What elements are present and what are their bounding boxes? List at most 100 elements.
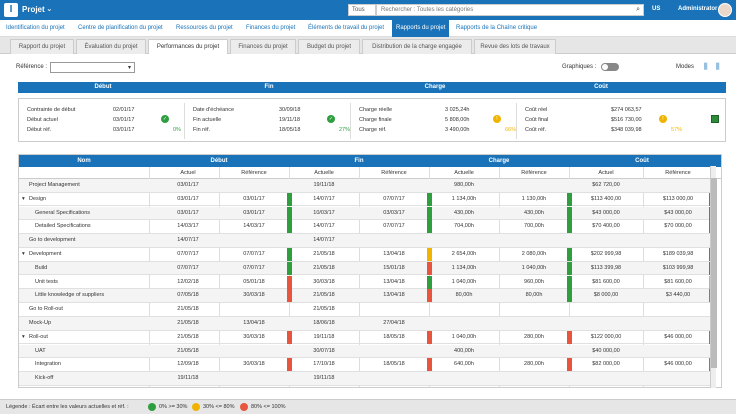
table-row[interactable]: Integration 12/09/18 30/03/18 17/10/18 18/05…	[19, 358, 715, 373]
avatar[interactable]	[718, 3, 732, 17]
table-row[interactable]: Go to Roll-out 21/05/18 21/05/18	[19, 303, 715, 317]
row-cell: 14/03/17	[177, 223, 199, 230]
search-scope-select[interactable]: Tous	[348, 4, 376, 16]
mode-list-icon[interactable]: ⫼	[716, 62, 720, 71]
row-name: Go to development	[29, 237, 76, 244]
legend-bar: Légende : Écart entre les valeurs actuel…	[0, 399, 736, 414]
expand-chevron-icon[interactable]: ▾	[22, 251, 25, 257]
status-warning-icon: !	[493, 115, 501, 123]
table-row[interactable]: Little knowledge of suppliers 07/05/18 30/…	[19, 289, 715, 304]
subtab-6[interactable]: Revue des lots de travaux	[474, 39, 556, 54]
status-indicator	[567, 330, 572, 344]
user-menu[interactable]: Administrator	[678, 6, 718, 12]
modes-label: Modes	[676, 64, 695, 70]
expand-chevron-icon[interactable]: ▾	[22, 333, 25, 340]
row-name: Build	[35, 264, 48, 271]
row-cell: $3 440,00	[665, 292, 691, 299]
status-indicator	[287, 220, 292, 234]
row-cell: 430,00h	[524, 209, 544, 216]
summary-value: 30/09/18	[279, 107, 301, 113]
row-cell: 2 080,00h	[521, 251, 547, 257]
report-subtabs: Rapport du projet Évaluation du projet Per…	[0, 37, 736, 54]
summary-block: Contrainte de début 02/01/17 Début actuel 0…	[18, 98, 726, 142]
row-cell: $189 039,98	[662, 251, 694, 257]
table-row[interactable]: Unit tests 12/02/18 05/01/18 30/03/18 13/04/…	[19, 275, 715, 290]
table-row[interactable]: Go to development 14/07/17 14/07/17	[19, 234, 715, 248]
row-cell: 13/04/18	[243, 320, 265, 326]
grid-group-header-0: Nom	[77, 158, 91, 164]
status-thumb-up-icon: ✓	[161, 115, 169, 123]
search-icon[interactable]: ⌕	[636, 6, 640, 13]
grid-column-divider	[359, 167, 360, 387]
row-cell: 2 654,00h	[451, 251, 477, 257]
summary-row: Charge réelle 3 025,24h	[359, 105, 515, 116]
summary-label: Début réf.	[27, 127, 52, 133]
nav-item-6[interactable]: Rapports de la Chaîne critique	[456, 25, 538, 31]
export-excel-icon[interactable]	[711, 115, 719, 123]
table-row[interactable]: UAT 21/05/18 30/07/18 400,00h $40 000,00	[19, 344, 715, 359]
subtab-4[interactable]: Budget du projet	[298, 39, 360, 54]
expand-chevron-icon[interactable]: ▾	[22, 195, 25, 202]
row-cell: $46 000,00	[664, 361, 692, 368]
table-row[interactable]: General Specifications 03/01/17 03/01/17 10…	[19, 206, 715, 221]
row-cell: 03/01/17	[243, 209, 265, 216]
graphics-toggle[interactable]	[601, 63, 619, 71]
summary-label: Charge réf.	[359, 127, 387, 133]
reference-select[interactable]: ▾	[50, 62, 135, 73]
subtab-5[interactable]: Distribution de la charge engagée	[362, 39, 472, 54]
row-cell: 14/07/17	[177, 237, 199, 244]
row-cell: 14/03/17	[243, 223, 265, 230]
reference-label: Référence :	[16, 64, 48, 70]
summary-row: Contrainte de début 02/01/17	[27, 105, 183, 116]
subtab-3[interactable]: Finances du projet	[230, 39, 296, 54]
row-cell: 700,00h	[524, 223, 544, 230]
summary-value: 03/01/17	[113, 127, 135, 133]
row-cell: 21/05/18	[177, 333, 199, 340]
table-row[interactable]: Kick-off 19/11/18 19/11/18	[19, 372, 715, 386]
app-menu-chevron-icon[interactable]: ⌄	[46, 4, 53, 13]
row-cell: 27/04/18	[383, 320, 405, 326]
graphics-label: Graphiques :	[562, 64, 597, 70]
summary-block-3: Coût réel $274 063,57 Coût final $516 730,0…	[519, 103, 683, 139]
nav-item-4[interactable]: Éléments de travail du projet	[308, 25, 385, 31]
nav-item-3[interactable]: Finances du projet	[246, 25, 296, 31]
table-row[interactable]: ▾ Design 03/01/17 03/01/17 14/07/17 07/07/17 1…	[19, 192, 715, 207]
scrollbar-thumb[interactable]	[711, 178, 717, 368]
row-cell: 400,00h	[454, 347, 474, 354]
status-indicator	[567, 206, 572, 220]
nav-item-5[interactable]: Rapports du projet	[392, 20, 450, 37]
status-indicator	[567, 358, 572, 372]
row-cell: 12/02/18	[177, 278, 199, 285]
app-name[interactable]: Projet	[22, 5, 45, 14]
table-row[interactable]: Build 07/07/17 07/07/17 21/05/18 15/01/18 1 1…	[19, 261, 715, 276]
summary-label: Fin actuelle	[193, 117, 222, 123]
search-placeholder: Rechercher : Toutes les catégories	[381, 7, 474, 13]
row-cell: 1 130,00h	[521, 195, 547, 202]
subtab-2[interactable]: Performances du projet	[148, 39, 228, 54]
table-row[interactable]: Project Management 03/01/17 19/11/18 980,00…	[19, 179, 715, 193]
row-cell: 21/05/18	[313, 292, 335, 299]
app-logo[interactable]: I	[4, 3, 18, 17]
table-row[interactable]: Mock-Up 21/05/18 13/04/18 18/06/18 27/04/18	[19, 317, 715, 331]
status-indicator	[427, 275, 432, 289]
nav-item-0[interactable]: Identification du projet	[6, 25, 65, 31]
top-bar: I Projet ⌄ Tous Rechercher : Toutes les …	[0, 0, 736, 20]
mode-tree-icon[interactable]: ⫼	[704, 62, 708, 71]
table-row[interactable]: ▾ Development 07/07/17 07/07/17 21/05/18 13/0…	[19, 248, 715, 262]
nav-item-2[interactable]: Ressources du projet	[176, 25, 233, 31]
table-row[interactable]: ▾ Roll-out 21/05/18 30/03/18 19/11/18 18/05/1…	[19, 330, 715, 345]
subtab-1[interactable]: Évaluation du projet	[76, 39, 146, 54]
summary-header-cost: Coût	[594, 84, 608, 90]
summary-value: 3 490,00h	[445, 127, 470, 133]
row-cell: 704,00h	[454, 223, 474, 230]
row-cell: 280,00h	[524, 333, 544, 340]
row-cell: $62 720,00	[592, 182, 620, 188]
summary-pct: 27%	[339, 127, 351, 133]
subtab-0[interactable]: Rapport du projet	[10, 39, 74, 54]
summary-pct: 0%	[173, 127, 181, 133]
nav-item-1[interactable]: Centre de planification du projet	[78, 25, 163, 31]
table-row[interactable]: Detailed Specifications 14/03/17 14/03/17 1…	[19, 220, 715, 235]
search-input[interactable]: Rechercher : Toutes les catégories ⌕	[376, 4, 644, 16]
language-selector[interactable]: US	[652, 6, 661, 12]
grid-scrollbar[interactable]	[710, 166, 717, 388]
